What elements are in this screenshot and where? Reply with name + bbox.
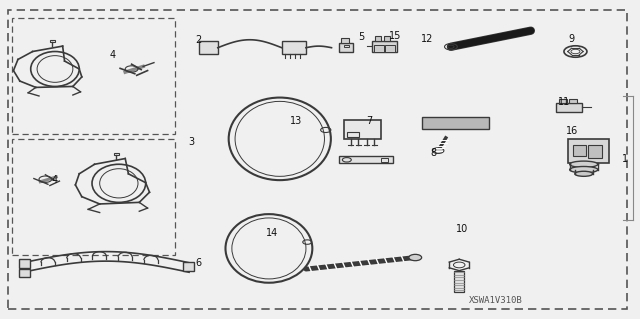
Bar: [344, 45, 349, 47]
Bar: [375, 36, 381, 41]
Ellipse shape: [570, 161, 598, 167]
Text: 10: 10: [456, 224, 468, 234]
Bar: [568, 139, 609, 163]
Bar: [12, 18, 175, 134]
Bar: [114, 153, 119, 155]
Bar: [339, 43, 353, 52]
Bar: [374, 45, 384, 51]
Bar: [341, 38, 349, 43]
Bar: [282, 41, 306, 54]
Bar: [19, 269, 30, 277]
Bar: [573, 145, 586, 156]
Bar: [559, 99, 567, 103]
Bar: [348, 131, 359, 137]
Bar: [198, 41, 218, 54]
Bar: [372, 41, 397, 52]
Bar: [588, 145, 602, 158]
Ellipse shape: [570, 167, 598, 173]
Text: 12: 12: [421, 34, 433, 44]
Text: 8: 8: [431, 148, 436, 158]
Text: 7: 7: [367, 116, 373, 126]
Bar: [384, 36, 390, 41]
Bar: [381, 158, 388, 162]
Text: 14: 14: [266, 227, 278, 238]
Text: 9: 9: [568, 34, 574, 44]
Text: 11: 11: [558, 97, 570, 107]
Bar: [454, 271, 465, 292]
Bar: [19, 259, 30, 268]
Bar: [569, 99, 577, 103]
Bar: [50, 40, 55, 42]
Text: 15: 15: [388, 31, 401, 41]
Text: 16: 16: [566, 126, 579, 136]
Bar: [556, 103, 582, 112]
Bar: [344, 120, 381, 139]
Text: 1: 1: [622, 154, 628, 165]
Text: 6: 6: [196, 258, 202, 268]
Text: 4: 4: [109, 50, 115, 60]
Text: 4: 4: [52, 175, 58, 185]
Text: XSWA1V310B: XSWA1V310B: [468, 296, 522, 305]
Ellipse shape: [575, 171, 593, 176]
Circle shape: [409, 254, 422, 261]
Bar: [12, 139, 175, 255]
Bar: [385, 45, 395, 51]
Text: 3: 3: [188, 137, 194, 147]
Text: 13: 13: [290, 116, 302, 126]
Text: 2: 2: [196, 35, 202, 45]
Bar: [339, 156, 394, 163]
Bar: [182, 263, 194, 271]
Text: 5: 5: [358, 32, 365, 42]
Circle shape: [433, 148, 444, 153]
Bar: [422, 117, 489, 129]
